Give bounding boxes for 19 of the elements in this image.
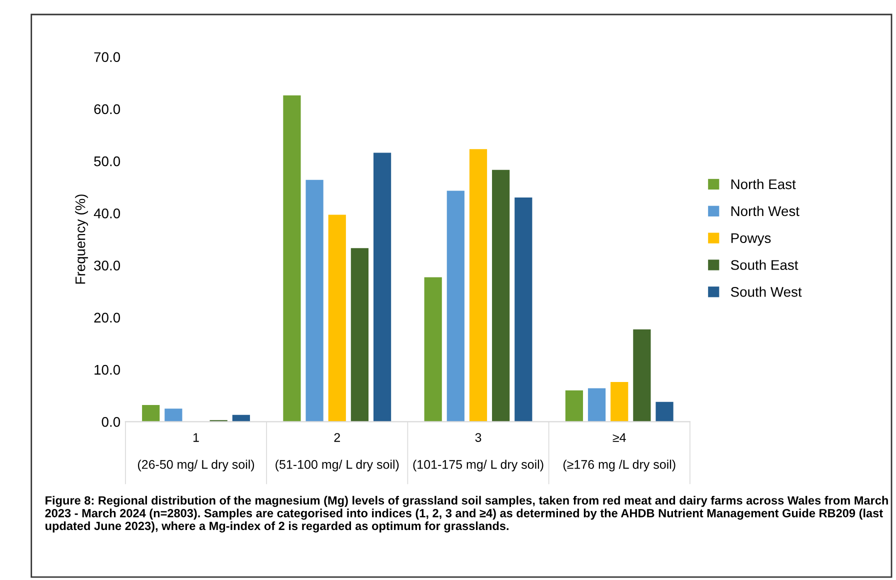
category-label: 1 (26-50 mg/ L dry soil) [138,433,254,472]
category-label: ≥4 (≥176 mg /L dry soil) [563,433,676,472]
legend-label: Powys [731,233,771,246]
y-tick-label: 60.0 [94,104,120,114]
y-tick-label: 50.0 [94,156,120,166]
y-tick-label: 70.0 [94,52,120,62]
y-tick-label: 30.0 [94,260,120,270]
legend-label: North East [731,178,796,190]
y-tick-label: 20.0 [94,312,120,323]
caption: Figure 8: Regional distribution of the magnesium (Mg) levels of grassland soil samples, taken from red meat and dairy farms across Wales from March 2023 - March 2024 (n=2803). Samples are categorised into indices (1, 2, 3 and ≥4) as determined by the AHDB Nutrient Management Guide RB209 (last updated June 2023), where a Mg-index of 2 is regarded as optimum for grasslands. [45,496,888,532]
y-tick-label: 0.0 [102,416,120,427]
legend-label: South East [730,260,798,270]
legend-label: North West [731,206,800,216]
category-label: 3 (101-175 mg/ L dry soil) [413,433,544,472]
category-label: 2 (51-100 mg/ L dry soil) [276,433,399,472]
y-tick-label: 40.0 [94,208,120,218]
y-axis-title: Frequency (%) [75,194,88,284]
y-tick-label: 10.0 [94,364,120,375]
legend-label: South West [730,286,802,297]
